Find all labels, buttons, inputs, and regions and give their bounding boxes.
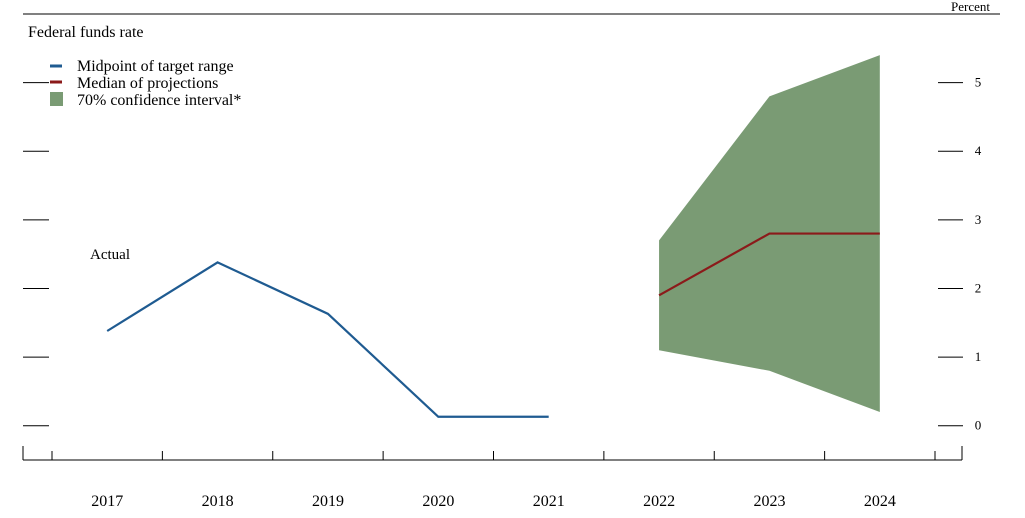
x-tick-label-2020: 2020 — [422, 493, 454, 510]
legend: Midpoint of target range Median of proje… — [50, 58, 241, 109]
x-tick-label-2022: 2022 — [643, 493, 675, 510]
series-line-1 — [658, 232, 880, 297]
legend-swatch-confidence — [50, 92, 63, 106]
y-tick-label-1: 1 — [975, 349, 982, 364]
legend-item-midpoint: Midpoint of target range — [50, 58, 234, 75]
y-tick-label-3: 3 — [975, 212, 982, 227]
x-axis: 2017 2018 2019 2020 2021 2022 2023 2024 — [22, 446, 963, 510]
x-axis-ticks: 2017 2018 2019 2020 2021 2022 2023 2024 — [51, 451, 936, 510]
series-layer — [106, 232, 880, 418]
actual-annotation: Actual — [90, 247, 130, 263]
legend-label-confidence: 70% confidence interval* — [77, 92, 241, 109]
series-line-0 — [106, 261, 549, 418]
legend-item-median: Median of projections — [50, 75, 218, 92]
legend-label-midpoint: Midpoint of target range — [77, 58, 234, 75]
x-tick-label-2019: 2019 — [312, 493, 344, 510]
y-tick-label-4: 4 — [975, 143, 982, 158]
y-axis-ticks: 0 1 2 3 4 5 — [23, 75, 982, 433]
legend-item-confidence: 70% confidence interval* — [50, 92, 241, 109]
x-tick-label-2024: 2024 — [864, 493, 896, 510]
x-tick-label-2017: 2017 — [91, 493, 123, 510]
chart-title: Federal funds rate — [28, 24, 144, 41]
y-tick-label-0: 0 — [975, 418, 982, 433]
x-tick-label-2023: 2023 — [753, 493, 785, 510]
x-tick-label-2018: 2018 — [202, 493, 234, 510]
legend-label-median: Median of projections — [77, 75, 218, 92]
x-tick-label-2021: 2021 — [533, 493, 565, 510]
y-tick-label-2: 2 — [975, 280, 982, 295]
unit-label: Percent — [951, 0, 990, 14]
y-tick-label-5: 5 — [975, 75, 982, 90]
